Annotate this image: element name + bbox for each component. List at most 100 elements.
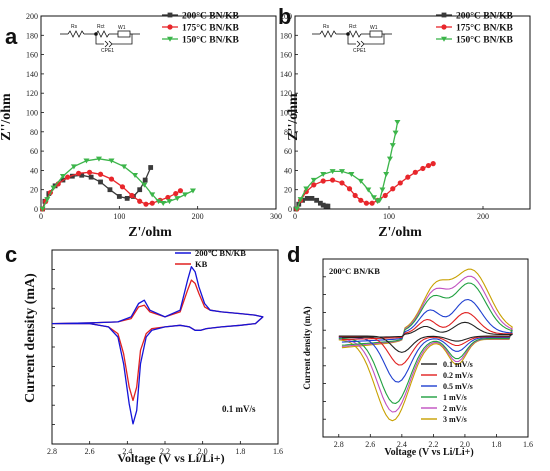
data-point <box>330 177 336 183</box>
data-point <box>129 192 135 199</box>
series-line-1 <box>338 321 513 353</box>
legend-marker <box>167 12 173 18</box>
x-tick-label: 2.0 <box>198 447 208 456</box>
legend-marker <box>167 36 173 42</box>
data-point <box>173 190 179 197</box>
data-point <box>357 178 364 184</box>
y-tick-label: 80 <box>284 128 292 137</box>
data-point <box>189 188 196 194</box>
x-tick-label: 2.2 <box>160 447 170 456</box>
legend-marker <box>167 24 173 30</box>
x-axis-title: Voltage (V vs Li/Li+) <box>117 451 224 465</box>
legend-marker <box>441 24 447 30</box>
x-tick-label: 0 <box>293 212 297 221</box>
circuit-warburg <box>369 30 383 38</box>
circuit-label-rs: Rs <box>323 24 330 30</box>
x-tick-label: 100 <box>383 212 395 221</box>
circuit-label-rs: Rs <box>71 24 78 30</box>
data-point <box>339 169 345 175</box>
data-point <box>397 180 403 186</box>
data-point <box>320 178 326 184</box>
legend-marker <box>441 36 447 42</box>
x-tick-label: 2.0 <box>460 440 470 449</box>
y-tick-label: 140 <box>26 70 38 79</box>
x-tick-label: 1.6 <box>273 447 283 456</box>
series-line-3 <box>296 121 399 210</box>
legend-entry: 200°C BN/KB <box>182 11 240 22</box>
x-tick-label: 200 <box>477 212 489 221</box>
data-point <box>50 185 57 191</box>
x-tick-label: 2.6 <box>85 447 95 456</box>
data-point <box>376 198 383 204</box>
circuit-cpe <box>356 40 365 48</box>
data-point <box>325 203 331 209</box>
data-point <box>369 200 375 206</box>
data-point <box>182 192 189 198</box>
data-point <box>143 201 149 207</box>
data-point <box>352 192 358 199</box>
y-axis-title: Z''/ohm <box>0 93 14 141</box>
data-point <box>148 165 154 170</box>
plot-frame <box>40 15 277 210</box>
data-point <box>160 201 167 207</box>
data-point <box>412 169 418 175</box>
data-point <box>137 187 143 193</box>
x-axis-title: Voltage (V vs Li/Li+) <box>384 447 473 458</box>
legend-entry: 0.2 mV/s <box>443 371 473 380</box>
panel-letter: d <box>287 242 300 267</box>
x-tick-label: 2.8 <box>334 440 344 449</box>
circuit-wire <box>347 34 385 45</box>
legend-entry: 175°C BN/KB <box>456 23 514 34</box>
data-point <box>177 188 184 194</box>
data-point <box>119 184 126 190</box>
data-point <box>389 143 396 149</box>
legend-entry: 0.5 mV/s <box>443 382 473 391</box>
x-tick-label: 2.8 <box>47 447 57 456</box>
data-point <box>70 164 77 170</box>
circuit-resistor-rct <box>95 30 110 38</box>
data-point <box>390 186 396 192</box>
panel-a: 0 20 40 60 80 100 120 140 160 180 200 0 100 200 300 a Z'… <box>0 11 282 241</box>
data-point <box>405 174 411 180</box>
data-point <box>76 170 82 176</box>
data-point <box>149 200 155 206</box>
data-point <box>142 177 148 183</box>
y-tick-label: 120 <box>26 89 38 98</box>
data-point <box>174 196 181 202</box>
legend-entry: 0.1 mV/s <box>443 360 473 369</box>
legend-marker <box>441 12 447 18</box>
data-point <box>97 171 104 177</box>
data-point <box>320 202 326 208</box>
x-tick-label: 300 <box>270 212 282 221</box>
data-point <box>303 186 310 192</box>
x-tick-label: 2.6 <box>365 440 375 449</box>
data-point <box>108 158 115 164</box>
data-point <box>86 169 93 175</box>
data-point <box>365 187 372 193</box>
data-point <box>386 156 393 162</box>
data-point <box>430 161 436 167</box>
y-tick-label: 180 <box>26 31 38 40</box>
x-tick-label: 200 <box>192 212 204 221</box>
data-point <box>379 187 386 193</box>
x-tick-label: 1.8 <box>235 447 245 456</box>
data-point <box>346 186 353 192</box>
data-point <box>297 197 304 203</box>
circuit-resistor-rct <box>347 30 362 38</box>
plot-frame <box>51 249 279 445</box>
data-point <box>420 165 426 172</box>
data-point <box>425 162 432 169</box>
data-point <box>348 172 355 178</box>
legend-entry: 175°C BN/KB <box>182 23 240 34</box>
data-point <box>141 182 148 188</box>
series-line-2 <box>51 279 264 402</box>
data-point <box>88 174 94 180</box>
data-point <box>132 173 138 179</box>
data-point <box>95 156 102 162</box>
circuit-label-w1: W1 <box>118 25 126 31</box>
data-point <box>309 195 315 201</box>
data-point <box>155 199 162 205</box>
y-tick-label: 160 <box>280 51 292 60</box>
